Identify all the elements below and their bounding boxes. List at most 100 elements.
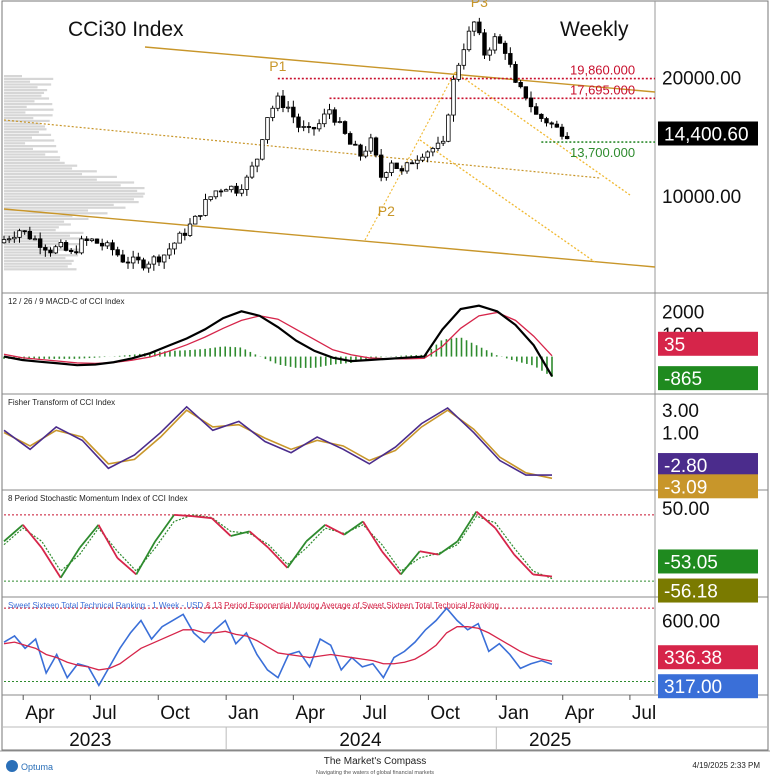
month-label: Apr xyxy=(565,703,595,724)
smi-line-segment xyxy=(305,524,326,543)
candle-body xyxy=(280,95,286,108)
smi-line-segment xyxy=(249,530,270,549)
candle-body xyxy=(456,64,461,80)
candle-body xyxy=(399,168,405,172)
candle-body xyxy=(409,162,415,165)
candle-body xyxy=(296,116,301,128)
smi-line-segment xyxy=(154,514,175,542)
volume-profile-bar xyxy=(4,139,55,142)
candle-body xyxy=(518,82,523,88)
candle-body xyxy=(497,36,503,44)
candle-body xyxy=(32,238,38,241)
volume-profile-bar xyxy=(4,262,72,265)
volume-profile-bar xyxy=(4,105,27,108)
candle-body xyxy=(22,230,27,233)
candle-body xyxy=(440,140,446,144)
pivot-labels: P1 P2 P3 xyxy=(269,0,488,219)
candle-body xyxy=(27,230,33,240)
volume-profile-bar xyxy=(4,150,58,153)
volume-profile-bar xyxy=(4,131,39,134)
candle-body xyxy=(482,32,487,56)
candle-body xyxy=(337,121,343,123)
candle-body xyxy=(229,185,234,191)
smi-line-segment xyxy=(211,517,232,537)
fisher-panel: Fisher Transform of CCI Index xyxy=(3,398,553,480)
candle-body xyxy=(471,21,477,32)
pivot-label: P1 xyxy=(269,58,286,74)
smi-signal-line xyxy=(3,514,553,580)
year-label: 2024 xyxy=(339,730,382,751)
fisher-badge-bg xyxy=(658,453,758,478)
volume-profile-bar xyxy=(4,215,73,218)
volume-profile-bar xyxy=(4,75,22,78)
candle-body xyxy=(544,118,549,124)
candle-body xyxy=(306,126,312,128)
candle-body xyxy=(187,223,193,236)
smi-line-segment xyxy=(267,547,289,569)
candle-body xyxy=(53,246,58,254)
candle-body xyxy=(327,109,332,115)
candle-body xyxy=(203,199,208,216)
lower-channel-line xyxy=(3,208,656,268)
candle-body xyxy=(373,137,379,156)
candle-body xyxy=(223,189,229,192)
smi-line-segment xyxy=(286,540,308,569)
volume-profile-bar xyxy=(4,94,42,97)
volume-profile-bar xyxy=(4,89,48,92)
candle-body xyxy=(539,113,544,119)
candle-body xyxy=(182,232,188,236)
candle-body xyxy=(146,263,151,269)
volume-profile-bar xyxy=(4,259,74,262)
fisher-line xyxy=(3,405,552,476)
volume-profile-bar xyxy=(4,91,45,94)
volume-profile-bar xyxy=(4,203,114,206)
candle-body xyxy=(446,114,451,142)
panel-frames xyxy=(1,0,769,751)
candle-body xyxy=(353,143,358,146)
volume-profile-bar xyxy=(4,117,34,120)
horizontal-levels: 19,860.000 17,695.000 13,700.000 xyxy=(277,63,655,160)
year-label: 2025 xyxy=(529,730,571,751)
volume-profile-bar xyxy=(4,136,32,139)
volume-profile-bar xyxy=(4,119,50,122)
candle-body xyxy=(198,214,203,217)
candle-body xyxy=(559,126,565,137)
smi-line-segment xyxy=(438,540,459,556)
smi-line-segment xyxy=(419,550,439,556)
volume-profile-bar xyxy=(4,128,47,131)
ranking-badge: 317.00 xyxy=(664,677,722,698)
month-label: Jul xyxy=(632,703,656,724)
volume-profile-bar xyxy=(4,125,46,128)
volume-profile-bar xyxy=(4,206,126,209)
month-label: Apr xyxy=(295,703,325,724)
smi-line-segment xyxy=(494,527,515,556)
volume-profile-bar xyxy=(4,187,145,190)
candle-body xyxy=(177,232,182,244)
footer-tagline: Navigating the waters of global financia… xyxy=(316,770,434,776)
volume-profile-bar xyxy=(4,173,83,176)
volume-profile-bar xyxy=(4,254,79,257)
smi-line-segment xyxy=(400,550,421,576)
smi-line-segment xyxy=(456,511,478,542)
smi-signal-badge-bg xyxy=(658,578,758,603)
candle-body xyxy=(105,242,110,247)
stochastic-panel: 8 Period Stochastic Momentum Index of CC… xyxy=(3,494,655,582)
candle-body xyxy=(332,109,337,123)
footer-publisher: The Market's Compass xyxy=(324,756,427,767)
smi-signal-badge: -56.18 xyxy=(664,582,718,603)
candle-body xyxy=(415,159,420,164)
smi-line-segment xyxy=(533,573,553,578)
volume-profile-bar xyxy=(4,265,68,268)
pivot-label: P2 xyxy=(378,203,395,219)
indicator-tick-label: 1.00 xyxy=(662,424,699,445)
volume-profile-bar xyxy=(4,198,134,201)
volume-profile-bar xyxy=(4,231,84,234)
smi-line-segment xyxy=(381,550,402,576)
level-label: 19,860.000 xyxy=(570,63,635,78)
chart-title: CCi30 Index xyxy=(68,18,184,41)
volume-profile-bar xyxy=(4,108,54,111)
upper-channel-line xyxy=(144,46,656,93)
smi-badge-bg xyxy=(658,549,758,574)
candle-body xyxy=(554,123,560,128)
